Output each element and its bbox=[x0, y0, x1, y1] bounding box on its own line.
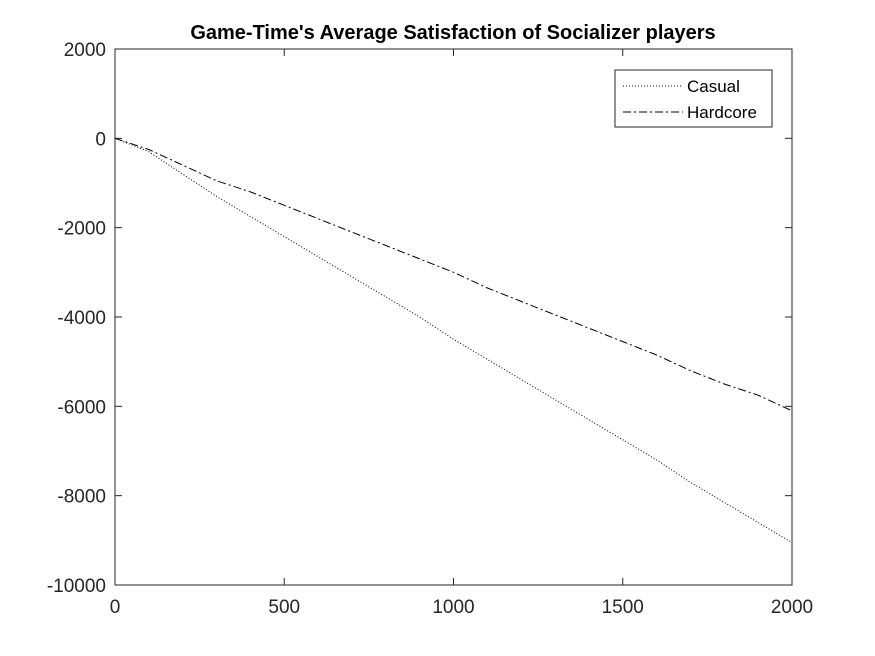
legend-label-casual: Casual bbox=[687, 77, 740, 96]
x-tick-label: 500 bbox=[268, 597, 300, 618]
plot-area: 0 500 1000 1500 2000 -10000 -8000 -6000 -4000 -20… bbox=[47, 40, 813, 618]
legend: Casual Hardcore bbox=[614, 69, 773, 128]
y-tick-label: -4000 bbox=[57, 308, 106, 329]
x-tick-label: 1000 bbox=[432, 597, 474, 618]
x-tick-label: 2000 bbox=[771, 597, 813, 618]
axes-box bbox=[114, 48, 793, 586]
y-tick-label: -8000 bbox=[57, 487, 106, 508]
chart-title: Game-Time's Average Satisfaction of Soci… bbox=[190, 22, 715, 44]
y-tick-label: 0 bbox=[95, 129, 106, 150]
y-tick-label: -10000 bbox=[47, 576, 106, 597]
series-line-casual bbox=[114, 137, 793, 544]
y-tick-label: -6000 bbox=[57, 397, 106, 418]
y-tick-label: -2000 bbox=[57, 219, 106, 240]
series-line-hardcore bbox=[114, 137, 793, 412]
legend-label-hardcore: Hardcore bbox=[687, 103, 757, 122]
x-tick-label: 0 bbox=[110, 597, 121, 618]
y-tick-label: 2000 bbox=[64, 40, 106, 61]
x-tick-label: 1500 bbox=[602, 597, 644, 618]
legend-box bbox=[614, 69, 773, 128]
